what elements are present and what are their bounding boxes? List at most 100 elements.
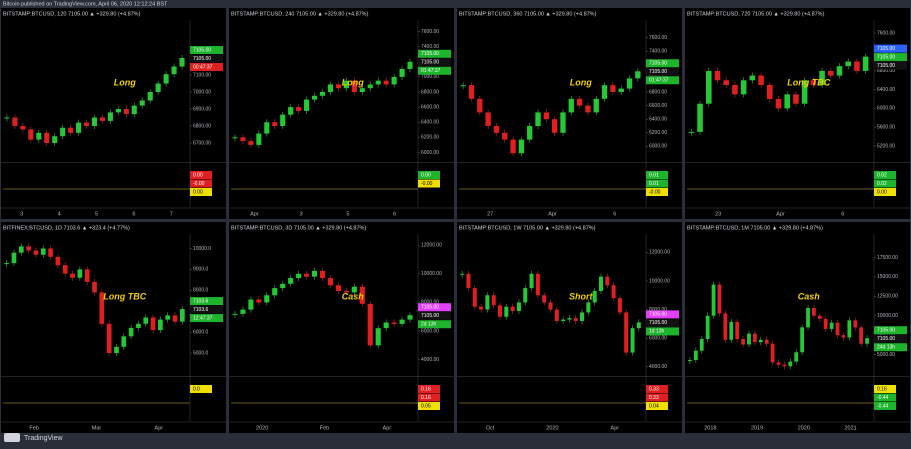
candle [502,132,508,140]
y-tick-label: 6700.00 [193,140,211,146]
osc-tag-label: -0.00 [193,181,205,187]
annotation: Long TBC [103,291,146,301]
candle [585,105,591,113]
candle [407,315,413,320]
osc-tag [874,171,896,179]
price-tag-label: 7105.00 [193,47,211,53]
candle [115,109,121,113]
y-tick-label: 6400.00 [649,117,667,123]
y-tick-label: 5000.00 [877,352,895,358]
annotation: Long TBC [787,77,830,87]
candle [55,256,61,266]
osc-tag [646,179,668,188]
panel-bg [685,8,910,219]
osc-tag [190,385,212,393]
candle [749,75,756,81]
x-tick-label: 2020 [798,425,810,431]
annotation: Long [114,77,136,87]
price-tag-label: 7105.00 [877,336,895,342]
price-tag-label: 7105.00 [193,56,211,62]
y-tick-label: 4000.00 [649,364,667,370]
candle [697,103,703,132]
candle [407,61,413,69]
y-tick-label: 7400.00 [649,49,667,55]
candle [319,270,326,279]
candle [60,127,66,137]
candle [155,83,161,92]
candle [776,362,781,365]
candle [626,78,633,89]
price-tag-label: 7105.00 [877,54,895,60]
y-tick-label: 6400.00 [421,120,439,126]
price-tag [646,318,679,327]
candle [554,309,559,322]
candle [121,336,127,347]
osc-tag [874,393,896,402]
candle [723,313,728,340]
y-tick-label: 7600.00 [649,35,667,41]
candle [33,250,39,255]
candle [232,313,238,315]
footer-brand: TradingView [24,435,63,442]
x-tick-label: 3 [20,211,23,217]
x-tick-label: 3 [300,211,303,217]
x-tick-label: 6 [613,211,616,217]
candle [542,295,547,303]
candle [240,137,246,142]
y-tick-label: 7000.00 [421,74,439,80]
y-tick-label: 7000.00 [193,89,211,95]
price-tag [646,310,679,319]
candle [485,112,491,126]
osc-tag [418,179,440,188]
candle [158,319,163,331]
candle [62,265,68,274]
candle [717,284,722,314]
candle [527,126,533,140]
chart-panel: BITSTAMP:BTCUSD, 360 7105.00 ▲ +329.80 (… [457,8,682,219]
candle [835,322,840,336]
osc-tag-label: -0.44 [877,395,889,401]
candle [264,295,270,303]
price-tag-label: 7105.00 [649,312,667,318]
panel-bg [457,222,682,433]
chart-panel: BITSTAMP:BTCUSD, 720 7105.00 ▲ +329.80 (… [685,8,910,219]
candle [11,252,17,264]
candle [853,320,858,328]
y-tick-label: 17500.00 [877,255,898,261]
price-tag-label: 7105.00 [649,61,667,67]
candle [576,98,583,106]
candle [493,126,500,133]
panel-bg [457,8,682,219]
candle [143,317,149,324]
candle [688,360,692,362]
price-tag [646,59,679,68]
candle [823,318,828,329]
price-tag [646,67,679,76]
candle [793,94,799,104]
candle [560,112,566,133]
osc-tag [874,385,896,393]
chart-panel: BITSTAMP:BTCUSD, 1W 7105.00 ▲ +329.80 (+… [457,222,682,433]
candle [12,117,18,126]
y-tick-label: 5600.00 [877,125,895,131]
y-tick-label: 7100.00 [193,72,211,78]
candle [399,68,405,77]
osc-tag [190,188,212,196]
x-tick-label: Apr [548,211,557,217]
candle [504,306,509,317]
osc-tag [418,171,440,179]
candle [567,318,572,320]
candle [568,98,574,113]
price-tag-label: 7103.6 [193,298,209,304]
candle [248,299,254,310]
candle [711,284,716,316]
candle [593,98,599,113]
osc-tag-label: 0.0 [193,386,200,392]
candle [510,139,516,154]
panel-title: BITSTAMP:BTCUSD, 240 7105.00 ▲ +329.80 (… [231,11,369,17]
candle [4,117,10,119]
candle [123,109,129,115]
candle [391,76,397,85]
candle [68,127,74,133]
